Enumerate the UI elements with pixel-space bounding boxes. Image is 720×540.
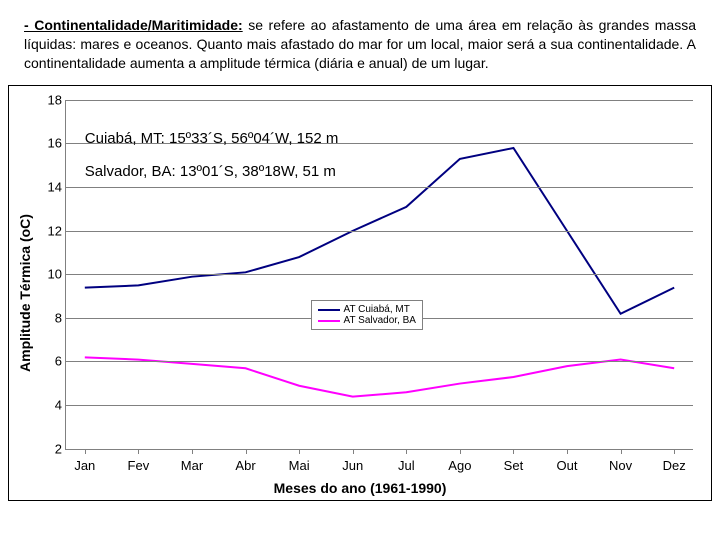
chart-container: Amplitude Térmica (oC) Meses do ano (196… [8, 85, 712, 501]
x-tick-mark [513, 449, 514, 454]
chart-annotation: Salvador, BA: 13º01´S, 38º18W, 51 m [85, 163, 336, 180]
y-tick-label: 8 [38, 310, 62, 325]
x-tick-mark [246, 449, 247, 454]
x-tick-label: Jan [74, 458, 95, 473]
x-tick-mark [406, 449, 407, 454]
gridline [66, 187, 693, 188]
x-tick-label: Mar [181, 458, 203, 473]
legend-item: AT Salvador, BA [318, 315, 416, 326]
x-tick-mark [460, 449, 461, 454]
x-tick-label: Fev [128, 458, 150, 473]
x-tick-mark [85, 449, 86, 454]
y-axis-label: Amplitude Térmica (oC) [17, 214, 33, 372]
y-tick-label: 2 [38, 441, 62, 456]
x-tick-mark [674, 449, 675, 454]
x-axis-label: Meses do ano (1961-1990) [274, 480, 447, 496]
legend-swatch [318, 320, 340, 322]
x-tick-mark [299, 449, 300, 454]
legend: AT Cuiabá, MTAT Salvador, BA [311, 300, 423, 330]
y-tick-label: 12 [38, 223, 62, 238]
x-tick-label: Dez [663, 458, 686, 473]
x-tick-mark [192, 449, 193, 454]
y-tick-label: 18 [38, 92, 62, 107]
x-tick-label: Jul [398, 458, 415, 473]
x-tick-label: Set [504, 458, 524, 473]
y-tick-label: 4 [38, 398, 62, 413]
legend-label: AT Salvador, BA [344, 315, 416, 326]
plot-area: 24681012141618JanFevMarAbrMaiJunJulAgoSe… [65, 100, 693, 450]
legend-item: AT Cuiabá, MT [318, 304, 416, 315]
definition-term: - Continentalidade/Maritimidade: [24, 17, 243, 33]
y-tick-label: 6 [38, 354, 62, 369]
gridline [66, 100, 693, 101]
definition-paragraph: - Continentalidade/Maritimidade: se refe… [0, 0, 720, 81]
gridline [66, 274, 693, 275]
gridline [66, 361, 693, 362]
x-tick-mark [621, 449, 622, 454]
x-tick-mark [138, 449, 139, 454]
x-tick-label: Jun [342, 458, 363, 473]
y-tick-label: 14 [38, 179, 62, 194]
x-tick-mark [353, 449, 354, 454]
x-tick-label: Out [557, 458, 578, 473]
gridline [66, 231, 693, 232]
x-tick-label: Nov [609, 458, 632, 473]
x-tick-label: Mai [289, 458, 310, 473]
x-tick-label: Abr [235, 458, 255, 473]
y-tick-label: 10 [38, 267, 62, 282]
series-line [85, 357, 674, 396]
y-tick-label: 16 [38, 136, 62, 151]
gridline [66, 405, 693, 406]
x-tick-label: Ago [448, 458, 471, 473]
legend-label: AT Cuiabá, MT [344, 304, 410, 315]
chart-annotation: Cuiabá, MT: 15º33´S, 56º04´W, 152 m [85, 130, 339, 147]
x-tick-mark [567, 449, 568, 454]
legend-swatch [318, 309, 340, 311]
